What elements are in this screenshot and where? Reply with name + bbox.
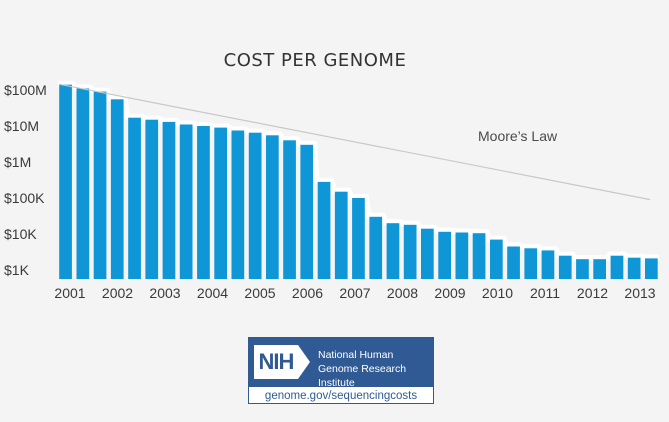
x-tick-label: 2013 [624, 285, 655, 301]
y-tick-label: $100K [4, 190, 45, 206]
y-tick-label: $100M [4, 82, 47, 98]
cost-bar [386, 223, 400, 279]
cost-envelope-outline [58, 80, 659, 262]
cost-bar [231, 130, 245, 279]
x-tick-label: 2009 [434, 285, 465, 301]
cost-bar [507, 246, 520, 279]
cost-bar [541, 250, 555, 279]
cost-bar [266, 135, 279, 279]
institute-name: National Human Genome Research Institute [318, 349, 407, 389]
moores-law-line [58, 83, 651, 201]
cost-bar [162, 121, 176, 280]
x-tick-label: 2007 [339, 285, 370, 301]
cost-bar [197, 126, 210, 279]
cost-bar [283, 140, 296, 279]
cost-bar [59, 84, 72, 279]
x-tick-label: 2001 [54, 285, 85, 301]
cost-bar [110, 99, 124, 279]
cost-bar [455, 232, 469, 279]
cost-bar [317, 181, 331, 279]
nhgri-logo: NIH National Human Genome Research Insti… [248, 337, 434, 404]
cost-bar [76, 88, 90, 279]
cost-per-genome-chart: COST PER GENOME $100M $10M $1M $100K $10K $1K… [4, 50, 659, 301]
y-tick-label: $1K [4, 262, 30, 278]
cost-bar [593, 259, 606, 279]
x-tick-label: 2012 [577, 285, 608, 301]
y-tick-label: $10M [4, 118, 39, 134]
nih-arrow-icon [298, 345, 310, 379]
cost-bar [128, 117, 141, 279]
cost-bar [179, 124, 193, 279]
nih-logo-mark: NIH [254, 343, 312, 381]
x-tick-label: 2005 [244, 285, 275, 301]
x-tick-label: 2011 [530, 285, 560, 301]
cost-bar [352, 198, 365, 279]
cost-bar [576, 259, 589, 279]
cost-bar [627, 257, 641, 279]
cost-bar [524, 248, 538, 279]
y-tick-label: $10K [4, 226, 37, 242]
y-tick-label: $1M [4, 154, 31, 170]
cost-bar [93, 91, 107, 279]
cost-bar [438, 231, 451, 279]
x-tick-label: 2004 [197, 285, 228, 301]
cost-bar [490, 239, 503, 279]
cost-bar [421, 228, 434, 279]
x-tick-label: 2008 [387, 285, 418, 301]
chart-title: COST PER GENOME [224, 50, 407, 71]
x-tick-label: 2010 [482, 285, 513, 301]
source-url: genome.gov/sequencingcosts [248, 386, 434, 404]
cost-bar [145, 119, 159, 279]
nih-logo-text: NIH [254, 345, 298, 379]
cost-bar [334, 191, 348, 279]
x-tick-label: 2006 [292, 285, 323, 301]
x-tick-label: 2002 [102, 285, 133, 301]
cost-bar [645, 258, 658, 279]
cost-bar [214, 127, 227, 279]
cost-bar [610, 255, 624, 279]
cost-bar [248, 132, 262, 279]
x-tick-label: 2003 [149, 285, 180, 301]
cost-bar [300, 144, 314, 279]
cost-bar [369, 216, 383, 279]
cost-bar [558, 255, 572, 279]
moores-law-label: Moore’s Law [478, 128, 558, 144]
cost-bar [472, 233, 486, 279]
cost-bar [403, 224, 417, 279]
